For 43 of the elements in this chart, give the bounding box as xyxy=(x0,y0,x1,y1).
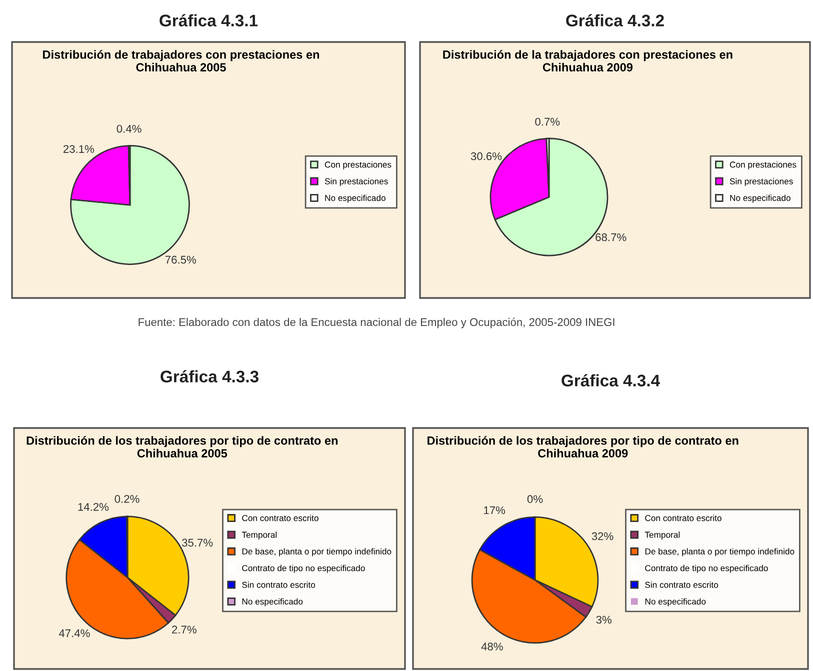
legend-label: Sin prestaciones xyxy=(730,178,793,186)
text: 0% xyxy=(527,495,543,504)
data-label: 68.7% xyxy=(596,233,626,242)
legend-label: Sin contrato escrito xyxy=(645,582,718,588)
data-label: 32% xyxy=(592,532,614,540)
legend-label: Con contrato escrito xyxy=(645,514,722,522)
data-label: 14.2% xyxy=(78,502,109,511)
data-label: 23.1% xyxy=(63,145,94,153)
legend-label: Sin prestaciones xyxy=(324,178,388,186)
legend-label: Con contrato escrito xyxy=(242,514,318,522)
data-label: 30.6% xyxy=(470,152,502,160)
legend-label: No especificado xyxy=(242,598,303,606)
legend-label: Contrato de tipo no especificado xyxy=(242,564,365,573)
data-label: 76.5% xyxy=(165,256,196,264)
chart-subtitle: Distribución de los trabajadores por tipo de contrato en Chihuahua 2005 xyxy=(26,436,338,458)
legend-label: Con prestaciones xyxy=(730,161,796,170)
legend-label: Contrato de tipo no especificado xyxy=(645,564,768,573)
chart-subtitle: Distribución de los trabajadores por tipo de contrato en Chihuahua 2009 xyxy=(428,436,738,458)
data-label: 47.4% xyxy=(58,629,90,638)
data-label: 17% xyxy=(484,506,506,514)
data-label: 3% xyxy=(596,616,612,624)
legend-label: De base, planta o por tiempo indefinido xyxy=(645,548,794,556)
legend-label: Sin contrato escrito xyxy=(242,582,316,588)
source-note: Fuente: Elaborado con datos de la Encuesta nacional de Empleo y Ocupación, 2005-2009 INEGI xyxy=(138,318,614,328)
data-label: 0.4% xyxy=(116,124,142,133)
data-label: 2.7% xyxy=(172,626,196,634)
chart-title: Gráfica 4.3.1 xyxy=(160,14,258,26)
data-label: 0.2% xyxy=(114,495,140,503)
legend-label: De base, planta o por tiempo indefinido xyxy=(242,548,392,556)
legend-label: No especificado xyxy=(645,598,706,606)
chart-title: Gráfica 4.3.2 xyxy=(566,14,664,26)
data-label: 0.7% xyxy=(535,118,560,126)
legend-label: No especificado xyxy=(325,194,386,203)
chart-subtitle: Distribución de la trabajadores con prestaciones en Chihuahua 2009 xyxy=(443,50,732,72)
legend-label: No especificado xyxy=(730,194,790,203)
legend-label: Temporal xyxy=(644,531,680,540)
chart-title: Gráfica 4.3.4 xyxy=(562,374,660,386)
data-label: 48% xyxy=(481,642,503,650)
chart-subtitle: Distribución de trabajadores con prestaciones en Chihuahua 2005 xyxy=(43,50,320,72)
legend-label: Temporal xyxy=(242,531,277,540)
chart-title: Gráfica 4.3.3 xyxy=(160,370,258,382)
legend-label: Con prestaciones xyxy=(324,161,392,170)
data-label: 35.7% xyxy=(182,538,213,547)
